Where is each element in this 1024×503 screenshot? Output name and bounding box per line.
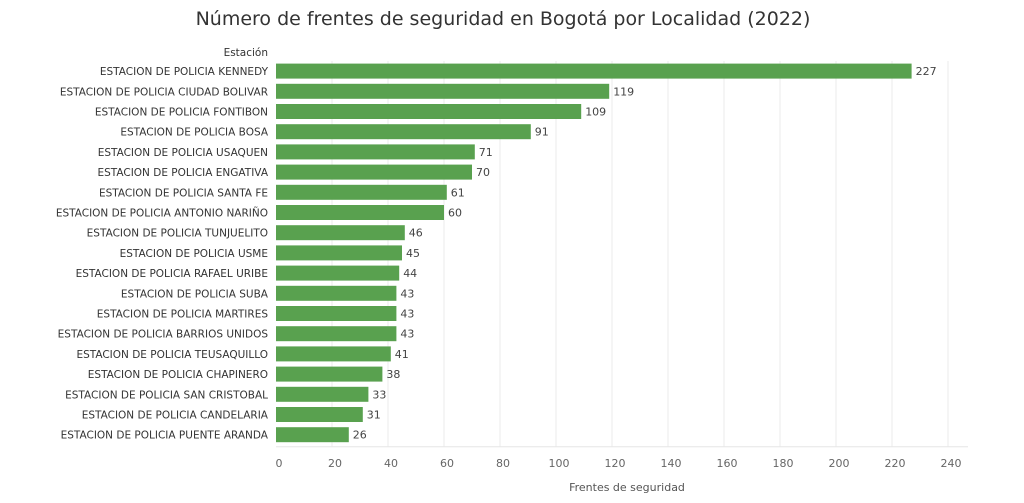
value-label: 109 [585,106,606,119]
bar[interactable] [276,306,397,321]
category-label: ESTACION DE POLICIA FONTIBON [95,107,268,119]
category-label: ESTACION DE POLICIA ENGATIVA [97,167,268,179]
bar[interactable] [276,346,391,362]
value-label: 38 [386,368,400,381]
bar[interactable] [276,164,472,180]
value-label: 60 [448,207,462,220]
category-label: ESTACION DE POLICIA KENNEDY [100,66,269,78]
value-label: 70 [476,166,490,179]
value-label: 71 [479,146,493,159]
value-label: 46 [409,227,423,240]
value-label: 91 [535,126,549,139]
bar[interactable] [276,83,610,99]
bar[interactable] [276,225,405,241]
category-label: ESTACION DE POLICIA PUENTE ARANDA [61,430,269,442]
bar[interactable] [276,144,475,160]
category-label: ESTACION DE POLICIA USAQUEN [98,147,268,159]
bar[interactable] [276,427,349,443]
x-tick-label: 180 [773,457,794,470]
x-tick-label: 20 [328,457,342,470]
bar[interactable] [276,63,912,79]
x-tick-label: 220 [885,457,906,470]
category-label: ESTACION DE POLICIA CANDELARIA [82,410,269,422]
category-label: ESTACION DE POLICIA TEUSAQUILLO [76,349,268,361]
x-tick-label: 240 [941,457,962,470]
x-tick-label: 160 [717,457,738,470]
value-label: 227 [916,65,937,78]
category-label: ESTACION DE POLICIA SUBA [121,288,269,300]
x-tick-label: 140 [661,457,682,470]
value-label: 61 [451,186,465,199]
bar[interactable] [276,366,383,382]
x-tick-label: 120 [605,457,626,470]
value-label: 43 [400,328,414,341]
x-tick-label: 200 [829,457,850,470]
x-tick-label: 0 [276,457,283,470]
x-tick-label: 100 [549,457,570,470]
bar[interactable] [276,245,402,261]
bar[interactable] [276,124,531,140]
bar[interactable] [276,265,400,281]
value-label: 33 [372,388,386,401]
bar[interactable] [276,205,444,220]
chart-title: Número de frentes de seguridad en Bogotá… [196,8,811,30]
x-axis-title: Frentes de seguridad [569,481,685,494]
category-label: ESTACION DE POLICIA CHAPINERO [88,369,268,381]
value-label: 43 [400,308,414,321]
bar[interactable] [276,285,397,301]
bar[interactable] [276,326,397,342]
value-label: 119 [613,85,634,98]
category-label: ESTACION DE POLICIA MARTIRES [97,309,269,321]
category-label: ESTACION DE POLICIA TUNJUELITO [87,228,268,240]
x-tick-label: 60 [440,457,454,470]
value-label: 43 [400,287,414,300]
bar[interactable] [276,184,447,200]
category-label: ESTACION DE POLICIA RAFAEL URIBE [76,268,268,280]
category-label: ESTACION DE POLICIA BARRIOS UNIDOS [58,329,269,341]
x-tick-label: 80 [496,457,510,470]
category-label: ESTACION DE POLICIA SANTA FE [99,187,268,199]
category-label: ESTACION DE POLICIA BOSA [120,127,268,139]
value-label: 41 [395,348,409,361]
value-label: 26 [353,429,367,442]
category-label: ESTACION DE POLICIA SAN CRISTOBAL [65,389,268,401]
bar[interactable] [276,407,363,422]
bar[interactable] [276,104,582,119]
x-tick-label: 40 [384,457,398,470]
category-label: ESTACION DE POLICIA ANTONIO NARIÑO [56,207,268,220]
y-axis-title: Estación [224,47,268,59]
value-label: 31 [367,409,381,422]
category-label: ESTACION DE POLICIA CIUDAD BOLIVAR [60,86,268,98]
category-label: ESTACION DE POLICIA USME [120,248,268,260]
value-label: 44 [403,267,417,280]
value-label: 45 [406,247,420,260]
bar[interactable] [276,386,369,402]
